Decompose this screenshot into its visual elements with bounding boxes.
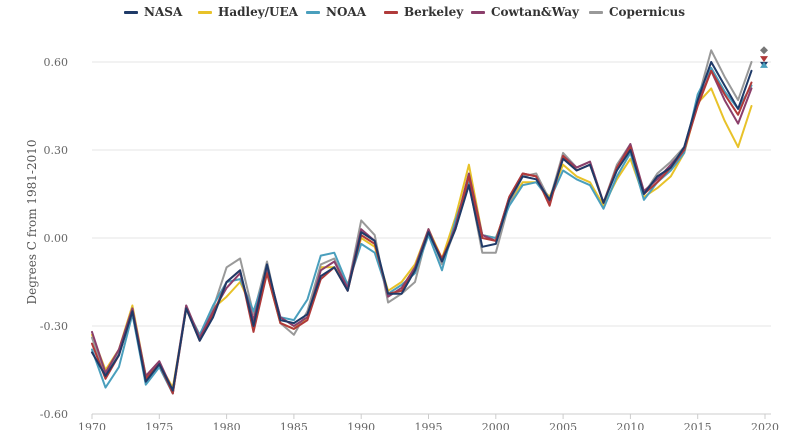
x-tick-label: 1985 xyxy=(280,421,308,430)
legend-label-berkeley: Berkeley xyxy=(404,5,464,19)
legend-swatch-noaa xyxy=(306,10,320,14)
x-tick-label: 2020 xyxy=(751,421,779,430)
y-tick-label: 0.60 xyxy=(44,56,69,69)
series-line-berkeley xyxy=(91,69,753,395)
series-line-nasa xyxy=(91,61,753,392)
x-tick-label: 2005 xyxy=(549,421,577,430)
legend-label-nasa: NASA xyxy=(144,5,183,19)
x-tick-label: 2000 xyxy=(482,421,510,430)
chart-legend: NASA Hadley/UEA NOAA Berkeley Cowtan&Way… xyxy=(0,2,792,22)
x-tick-label: 1995 xyxy=(415,421,443,430)
series-line-noaa xyxy=(91,66,753,395)
series-line-copernicus xyxy=(91,49,753,395)
x-tick-label: 2010 xyxy=(616,421,644,430)
marker-2020-berkeley xyxy=(760,56,768,63)
legend-swatch-copernicus xyxy=(589,10,603,14)
y-tick-label: -0.60 xyxy=(40,408,68,421)
y-tick-label: 0.00 xyxy=(44,232,69,245)
legend-item-cowtan-way[interactable]: Cowtan&Way xyxy=(471,2,579,22)
legend-item-nasa[interactable]: NASA xyxy=(124,2,182,22)
legend-label-copernicus: Copernicus xyxy=(609,5,685,19)
x-tick-label: 1970 xyxy=(78,421,106,430)
y-tick-label: -0.30 xyxy=(40,320,68,333)
legend-item-berkeley[interactable]: Berkeley xyxy=(384,2,463,22)
marker-2020-noaa xyxy=(760,61,768,68)
marker-2020-copernicus xyxy=(760,46,768,55)
legend-swatch-nasa xyxy=(124,10,138,14)
series-line-cowtan-way xyxy=(91,69,753,392)
legend-item-hadley[interactable]: Hadley/UEA xyxy=(198,2,298,22)
legend-label-hadley: Hadley/UEA xyxy=(218,5,298,19)
x-tick-label: 1975 xyxy=(145,421,173,430)
y-tick-label: 0.30 xyxy=(44,144,69,157)
legend-label-noaa: NOAA xyxy=(326,5,367,19)
legend-label-cowtan-way: Cowtan&Way xyxy=(491,5,579,19)
legend-swatch-hadley xyxy=(198,10,212,14)
legend-swatch-berkeley xyxy=(384,10,398,14)
x-tick-label: 1990 xyxy=(347,421,375,430)
legend-item-copernicus[interactable]: Copernicus xyxy=(589,2,685,22)
y-axis-title: Degrees C from 1981-2010 xyxy=(25,139,39,305)
x-tick-label: 2015 xyxy=(684,421,712,430)
legend-swatch-cowtan-way xyxy=(471,10,485,14)
x-tick-label: 1980 xyxy=(213,421,241,430)
legend-item-noaa[interactable]: NOAA xyxy=(306,2,366,22)
